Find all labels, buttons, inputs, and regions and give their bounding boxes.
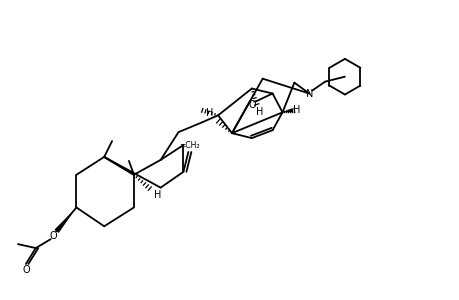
Text: O: O	[50, 231, 57, 241]
Text: O: O	[248, 100, 256, 110]
Text: O: O	[22, 265, 30, 275]
Text: N: N	[305, 88, 312, 98]
Text: H: H	[256, 107, 263, 117]
Polygon shape	[55, 208, 76, 233]
Polygon shape	[282, 109, 292, 112]
Text: H: H	[206, 108, 213, 118]
Text: H: H	[292, 105, 299, 116]
Text: =CH₂: =CH₂	[179, 140, 199, 149]
Text: H: H	[154, 190, 161, 200]
